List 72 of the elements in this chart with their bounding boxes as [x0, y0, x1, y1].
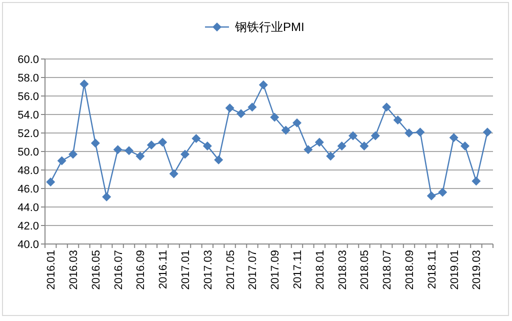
point [236, 109, 246, 118]
point [214, 155, 224, 164]
x-tick-label: 2017.03 [202, 250, 214, 290]
x-tick-label: 2017.05 [224, 250, 237, 290]
point [438, 188, 448, 197]
point [90, 138, 100, 148]
x-tick-label: 2018.03 [336, 250, 349, 290]
point [124, 146, 134, 156]
point [158, 138, 168, 147]
point [113, 145, 122, 154]
y-tick-label: 44.0 [18, 202, 39, 214]
x-tick-label: 2018.07 [382, 250, 394, 290]
y-tick-label: 40.0 [18, 239, 39, 251]
x-tick-label: 2018.05 [359, 250, 372, 290]
point [404, 128, 414, 138]
x-tick-label: 2016.01 [46, 250, 58, 290]
y-tick-label: 58.0 [18, 72, 39, 84]
y-tick-label: 42.0 [18, 220, 39, 232]
point [68, 150, 78, 159]
point [326, 152, 336, 161]
x-tick-label: 2016.09 [135, 250, 148, 290]
point [169, 169, 178, 178]
point [258, 80, 268, 90]
x-tick-label: 2017.01 [180, 250, 192, 290]
point [270, 112, 280, 122]
point [426, 191, 436, 200]
y-tick-label: 52.0 [18, 128, 39, 140]
point [337, 141, 346, 150]
point [460, 141, 470, 150]
point [382, 102, 392, 112]
point [202, 141, 212, 150]
point [292, 118, 302, 128]
point [472, 176, 481, 186]
y-tick-label: 46.0 [18, 184, 39, 196]
point [248, 102, 257, 112]
point [102, 192, 112, 202]
point [393, 116, 402, 125]
y-tick-label: 50.0 [18, 146, 39, 158]
point [416, 128, 425, 137]
point [482, 128, 492, 137]
point [57, 156, 66, 166]
x-tick-label: 2019.01 [448, 250, 461, 290]
y-tick-label: 54.0 [18, 110, 39, 122]
y-tick-label: 48.0 [18, 165, 39, 177]
y-tick-label: 56.0 [18, 91, 39, 103]
x-tick-label: 2017.09 [270, 250, 282, 290]
point [225, 104, 234, 113]
point [348, 131, 358, 140]
point [449, 133, 458, 142]
x-tick-label: 2017.07 [247, 250, 260, 290]
x-tick-label: 2018.11 [426, 250, 438, 289]
point [146, 140, 156, 150]
x-tick-label: 2016.05 [90, 250, 102, 290]
point [370, 131, 380, 140]
x-tick-label: 2016.03 [68, 250, 80, 290]
x-tick-label: 2017.11 [292, 250, 304, 289]
point [360, 141, 369, 150]
point [304, 145, 313, 154]
x-tick-label: 2016.11 [158, 250, 170, 289]
point [180, 150, 190, 159]
point [136, 152, 145, 161]
point [314, 138, 324, 147]
y-tick-label: 60.0 [18, 54, 39, 66]
point [80, 79, 89, 88]
legend-label: 钢铁行业PMI [234, 20, 304, 34]
x-tick-label: 2019.03 [471, 250, 484, 290]
point [281, 126, 290, 135]
point [192, 134, 201, 144]
x-tick-label: 2018.09 [404, 250, 416, 290]
point [46, 178, 56, 187]
x-tick-label: 2016.07 [112, 250, 125, 290]
x-tick-label: 2018.01 [314, 250, 326, 290]
